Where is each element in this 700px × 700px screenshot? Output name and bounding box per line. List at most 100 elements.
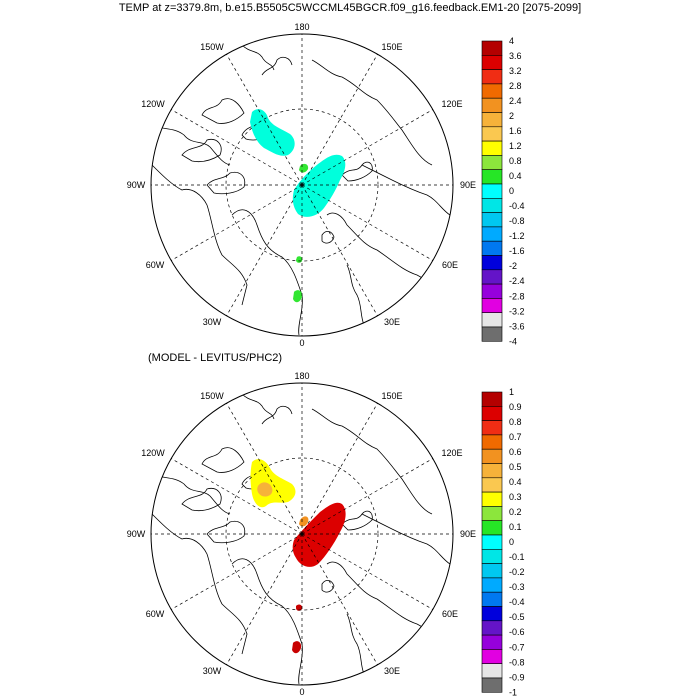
bottom-colorbar-swatch [481, 534, 503, 550]
top-colorbar-label: -4 [509, 336, 517, 346]
bottom-colorbar-label: -0.4 [509, 597, 525, 607]
bottom-colorbar-swatch [481, 548, 503, 564]
lon-label-180: 180 [294, 22, 309, 32]
lon-label-30w: 30W [203, 317, 222, 327]
bottom-colorbar-label: -0.3 [509, 582, 525, 592]
bottom-region-eurasian-basin [292, 502, 346, 567]
top-colorbar-label: 2.4 [509, 96, 522, 106]
bottom-colorbar-label: 1 [509, 387, 514, 397]
bottom-colorbar-swatch [481, 420, 503, 436]
top-longitude-labels: 180 150W 150E 120W 120E 90W 90E 60W 60E … [127, 22, 476, 348]
top-region-fram-2 [293, 290, 303, 303]
top-colorbar-swatch [481, 83, 503, 99]
bottom-colorbar-label: -1 [509, 687, 517, 697]
top-colorbar-label: 4 [509, 36, 514, 46]
top-colorbar-swatch [481, 140, 503, 156]
top-latitude-circle [225, 108, 379, 262]
lon-label-150e: 150E [381, 391, 402, 401]
lon-label-0: 0 [299, 338, 304, 348]
bottom-colorbar-label: 0.8 [509, 417, 522, 427]
top-colorbar-label: -1.2 [509, 231, 525, 241]
bottom-colorbar-swatch [481, 434, 503, 450]
bottom-colorbar-swatch [481, 663, 503, 679]
bottom-colorbar-swatch [481, 448, 503, 464]
top-anomaly-regions [250, 109, 346, 303]
top-colorbar-label: -0.4 [509, 201, 525, 211]
bottom-colorbar-swatch [481, 620, 503, 636]
bottom-colorbar-label: -0.5 [509, 612, 525, 622]
bottom-colorbar-swatch [481, 649, 503, 665]
bottom-colorbar-label: -0.9 [509, 672, 525, 682]
top-colorbar-label: 3.6 [509, 51, 522, 61]
top-colorbar-swatch [481, 126, 503, 142]
figure-title: TEMP at z=3379.8m, b.e15.B5505C5WCCML45B… [118, 2, 582, 14]
top-colorbar-swatch [481, 155, 503, 170]
lon-label-60e: 60E [442, 260, 458, 270]
top-colorbar-label: 1.6 [509, 126, 522, 136]
bottom-colorbar-swatch [481, 577, 503, 593]
top-colorbar-label: 0.4 [509, 171, 522, 181]
bottom-colorbar-label: -0.8 [509, 657, 525, 667]
bottom-map: 180 150W 150E 120W 120E 90W 90E 60W 60E … [127, 371, 525, 697]
bottom-colorbar-label: -0.1 [509, 552, 525, 562]
top-colorbar-label: 3.2 [509, 66, 522, 76]
top-colorbar-swatch [481, 97, 503, 113]
bottom-colorbar-label: 0.7 [509, 432, 522, 442]
top-meridians [151, 34, 453, 336]
lon-label-150w: 150W [200, 42, 224, 52]
top-colorbar-label: -0.8 [509, 216, 525, 226]
bottom-colorbar-label: 0 [509, 537, 514, 547]
bottom-colorbar-swatch [481, 491, 503, 507]
top-colorbar-swatch [481, 54, 503, 70]
panel-subtitle: (MODEL - LEVITUS/PHC2) [148, 352, 283, 364]
lon-label-150e: 150E [381, 42, 402, 52]
lon-label-60w: 60W [146, 609, 165, 619]
lon-label-30e: 30E [384, 666, 400, 676]
top-colorbar-label: 2.8 [509, 81, 522, 91]
top-map: 180 150W 150E 120W 120E 90W 90E 60W 60E … [127, 22, 525, 348]
bottom-longitude-labels: 180 150W 150E 120W 120E 90W 90E 60W 60E … [127, 371, 476, 697]
top-colorbar-label: -1.6 [509, 246, 525, 256]
top-colorbar-label: -2.8 [509, 291, 525, 301]
bottom-colorbar-swatch [481, 520, 503, 536]
top-colorbar-label: -3.6 [509, 321, 525, 331]
top-colorbar-label: -3.2 [509, 306, 525, 316]
bottom-region-fram-2 [292, 641, 302, 654]
bottom-colorbar-label: 0.9 [509, 402, 522, 412]
lon-label-60w: 60W [146, 260, 165, 270]
lon-label-120w: 120W [141, 448, 165, 458]
top-colorbar-label: 2 [509, 111, 514, 121]
bottom-colorbar-swatch [481, 477, 503, 493]
lon-label-90w: 90W [127, 180, 146, 190]
bottom-colorbar-swatch [481, 463, 503, 479]
lon-label-90e: 90E [460, 529, 476, 539]
bottom-region-lomonosov-small [299, 516, 309, 527]
top-colorbar-label: -2.4 [509, 276, 525, 286]
top-colorbar-swatch [481, 269, 503, 285]
bottom-colorbar-label: 0.3 [509, 492, 522, 502]
bottom-colorbar-swatch [481, 634, 503, 650]
top-colorbar-swatch [481, 226, 503, 242]
bottom-region-canadian-basin [250, 459, 296, 508]
top-colorbar-swatch [481, 312, 503, 328]
bottom-colorbar-swatch [481, 391, 503, 407]
bottom-latitude-circle [225, 457, 379, 611]
top-colorbar-swatch [481, 240, 503, 256]
top-colorbar-label: 0 [509, 186, 514, 196]
bottom-colorbar-label: 0.1 [509, 522, 522, 532]
bottom-colorbar-swatch [481, 591, 503, 607]
top-colorbar-label: 0.8 [509, 156, 522, 166]
top-colorbar-swatch [481, 183, 503, 199]
top-colorbar-swatch [481, 298, 503, 313]
top-colorbar-swatch [481, 283, 503, 299]
lon-label-120e: 120E [441, 99, 462, 109]
top-colorbar-label: -2 [509, 261, 517, 271]
bottom-colorbar-label: -0.6 [509, 627, 525, 637]
lon-label-90w: 90W [127, 529, 146, 539]
bottom-colorbar-swatch [481, 606, 503, 622]
bottom-colorbar-label: 0.6 [509, 447, 522, 457]
lon-label-30w: 30W [203, 666, 222, 676]
top-colorbar-swatch [481, 198, 503, 213]
top-colorbar-swatch [481, 326, 503, 342]
